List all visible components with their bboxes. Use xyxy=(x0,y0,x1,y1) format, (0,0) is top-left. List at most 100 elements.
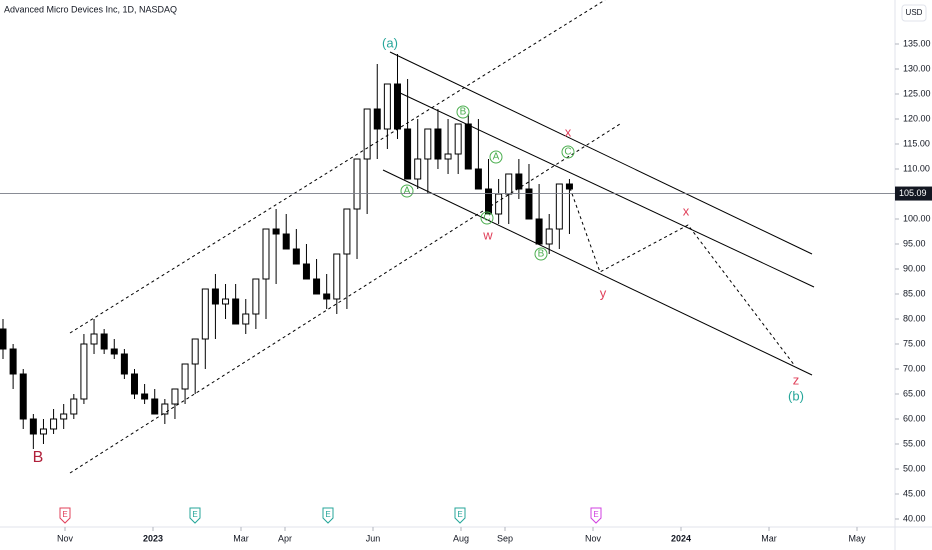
wave-circle xyxy=(456,105,470,119)
wave-label: B xyxy=(538,249,545,260)
wave-label: C xyxy=(483,213,490,224)
currency-box xyxy=(901,4,927,22)
candle-body xyxy=(161,403,169,415)
candle-body xyxy=(60,413,68,420)
candle-body xyxy=(29,418,37,435)
wave-circle xyxy=(534,247,548,261)
candle-body xyxy=(302,263,310,280)
candle-body xyxy=(313,278,321,295)
candle-body xyxy=(393,83,401,130)
trend-mid xyxy=(397,91,815,288)
candle-body xyxy=(262,228,270,280)
wave-label: z xyxy=(793,372,800,387)
y-tick-label: 55.00 xyxy=(903,438,926,448)
event-label: E xyxy=(62,510,67,519)
x-tick-label: Sep xyxy=(497,533,513,543)
y-tick-label: 110.00 xyxy=(903,163,930,173)
candle-body xyxy=(171,388,179,405)
candle-body xyxy=(383,83,391,130)
wave-label: A xyxy=(404,186,411,197)
wave-label: C xyxy=(564,147,571,158)
event-badge xyxy=(189,507,201,524)
y-tick-label: 135.00 xyxy=(903,38,931,48)
candle-body xyxy=(505,173,513,195)
y-tick-label: 95.00 xyxy=(903,238,926,248)
last-price-label: 105.09 xyxy=(899,188,927,198)
candle-body xyxy=(444,153,452,160)
y-tick-label: 45.00 xyxy=(903,488,926,498)
x-tick-label: Jun xyxy=(366,533,381,543)
wave-circle xyxy=(480,211,494,225)
candle-body xyxy=(404,128,412,180)
x-tick-label: May xyxy=(848,533,866,543)
event-badge xyxy=(59,507,71,524)
candle-body xyxy=(414,158,422,180)
candle-body xyxy=(333,253,341,300)
candle-body xyxy=(70,398,78,415)
y-tick-label: 50.00 xyxy=(903,463,926,473)
event-badge xyxy=(590,507,602,524)
wave-label: B xyxy=(33,449,44,466)
y-tick-label: 100.00 xyxy=(903,213,931,223)
x-tick-label: Mar xyxy=(233,533,249,543)
candle-body xyxy=(252,278,260,315)
candle-body xyxy=(90,333,98,345)
candle-body xyxy=(120,353,128,375)
last-price-tag xyxy=(895,186,932,201)
y-tick-label: 90.00 xyxy=(903,263,926,273)
candle-body xyxy=(110,348,118,355)
candle-body xyxy=(292,248,300,265)
candle-body xyxy=(424,128,432,160)
trend-top xyxy=(389,51,813,255)
candle-body xyxy=(0,328,7,350)
wave-label: A xyxy=(493,152,500,163)
y-tick-label: 70.00 xyxy=(903,363,926,373)
candle-body xyxy=(454,123,462,155)
y-tick-label: 60.00 xyxy=(903,413,926,423)
candle-body xyxy=(373,108,381,130)
candle-body xyxy=(282,233,290,250)
candle-body xyxy=(232,298,240,325)
candle-body xyxy=(515,173,523,190)
wave-label: B xyxy=(460,107,467,118)
candle-body xyxy=(525,188,533,220)
event-label: E xyxy=(457,510,462,519)
trend-bottom xyxy=(382,169,813,376)
candle-body xyxy=(19,373,27,420)
event-badge xyxy=(454,507,466,524)
wave-label: w xyxy=(482,227,493,242)
candle-body xyxy=(211,288,219,305)
candle-body xyxy=(39,428,47,435)
candle-body xyxy=(474,168,482,190)
y-tick-label: 80.00 xyxy=(903,313,926,323)
events: E E E E E xyxy=(59,507,602,524)
candle-body xyxy=(50,418,58,430)
candle-body xyxy=(464,123,472,170)
wave-label: x xyxy=(683,203,690,218)
wave-circle xyxy=(489,150,503,164)
y-tick-label: 65.00 xyxy=(903,388,926,398)
candle-body xyxy=(141,393,149,400)
x-tick-label: Nov xyxy=(585,533,602,543)
candle-body xyxy=(181,363,189,390)
candle-body xyxy=(222,298,230,305)
candle-body xyxy=(242,313,250,325)
chart-title: Advanced Micro Devices Inc, 1D, NASDAQ xyxy=(4,4,177,14)
y-tick-label: 130.00 xyxy=(903,63,931,73)
candle-body xyxy=(100,333,108,350)
axes: 40.00 45.00 50.00 55.00 60.00 65.00 70.00 75.00… xyxy=(57,38,931,543)
x-tick-label: Apr xyxy=(278,533,292,543)
wave-circle xyxy=(400,184,414,198)
candle-body xyxy=(9,348,17,375)
candles xyxy=(0,54,573,449)
candle-body xyxy=(535,218,543,245)
candle-body xyxy=(151,398,159,415)
candle-body xyxy=(191,338,199,365)
wave-label: (a) xyxy=(382,35,398,50)
x-tick-label: Aug xyxy=(453,533,469,543)
y-tick-label: 85.00 xyxy=(903,288,926,298)
candle-body xyxy=(363,108,371,160)
y-tick-label: 75.00 xyxy=(903,338,926,348)
